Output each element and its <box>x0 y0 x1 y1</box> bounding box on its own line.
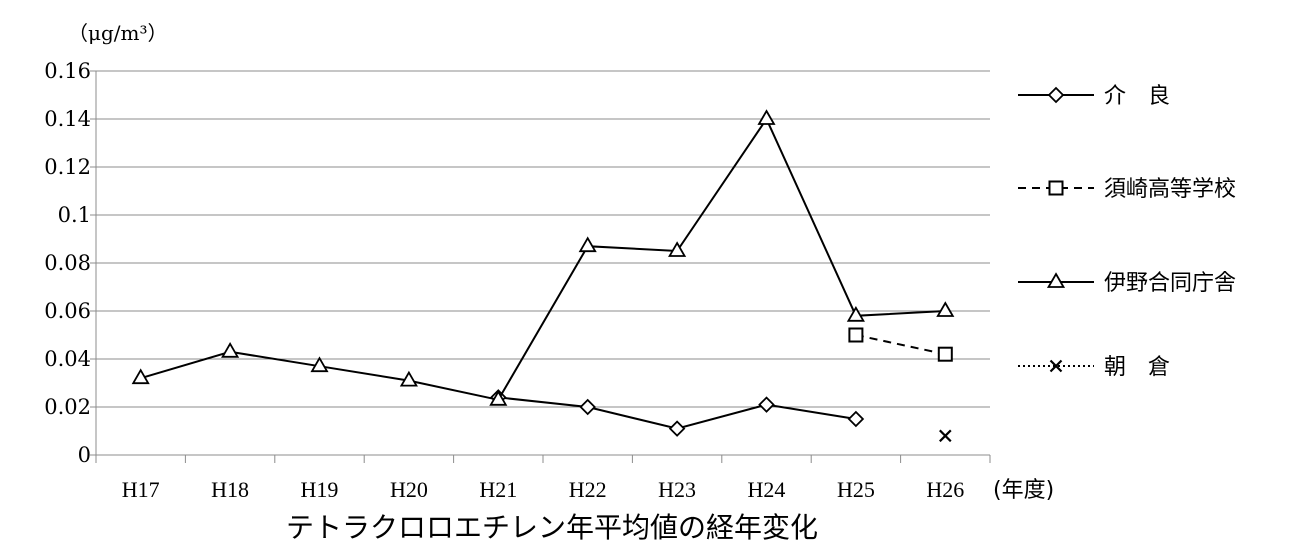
x-tick-label: H24 <box>748 477 786 502</box>
data-point <box>489 389 508 406</box>
x-tick-label: H23 <box>658 477 696 502</box>
gridlines <box>96 70 990 408</box>
x-tick-labels: H17 H18 H19 H20 H21 H22 H23 H24 H25 H26 <box>122 477 964 502</box>
series-1 <box>490 389 865 437</box>
legend-marker <box>1047 86 1065 104</box>
x-tick-label: H20 <box>390 477 428 502</box>
data-point <box>848 327 864 343</box>
y-tick-label: 0.14 <box>44 107 91 131</box>
y-tick-label: 0.06 <box>44 299 91 323</box>
x-tick-label: H19 <box>301 477 339 502</box>
cross-stroke <box>1049 359 1063 373</box>
legend-entry: 介 良 <box>1018 84 1170 109</box>
legend-marker <box>1048 180 1064 196</box>
data-point <box>578 236 597 253</box>
y-tick-label: 0.02 <box>44 395 91 419</box>
y-tick-labels: 0 0.02 0.04 0.06 0.08 0.1 0.12 0.14 0.16 <box>44 59 91 467</box>
data-point <box>668 241 687 257</box>
data-point <box>310 356 329 373</box>
x-tick-label: H26 <box>926 477 964 502</box>
data-point <box>399 370 418 387</box>
legend-label: 須崎高等学校 <box>1104 177 1236 202</box>
data-point <box>847 410 865 428</box>
data-point <box>939 429 952 443</box>
data-point <box>221 341 240 358</box>
legend-label: 介 良 <box>1104 84 1170 109</box>
y-axis-unit: （μg/m³） <box>68 21 168 45</box>
axes <box>90 70 991 463</box>
data-point <box>668 420 686 437</box>
data-point <box>758 396 775 413</box>
legend-marker <box>1046 272 1066 288</box>
chart-title: テトラクロロエチレン年平均値の経年変化 <box>286 511 818 544</box>
series-4 <box>939 429 952 443</box>
legend-entry: 伊野合同庁舎 <box>1018 271 1236 296</box>
y-tick-label: 0.16 <box>44 59 91 83</box>
series-line <box>140 116 946 401</box>
data-point <box>846 305 865 322</box>
legend-marker <box>1049 359 1063 373</box>
data-point <box>936 301 955 317</box>
x-axis-label: (年度) <box>993 478 1054 503</box>
x-tick-label: H18 <box>211 477 249 502</box>
series-line <box>855 334 946 356</box>
series-2 <box>848 327 953 362</box>
legend-entry: 須崎高等学校 <box>1018 177 1236 202</box>
x-tick-label: H22 <box>569 477 607 502</box>
data-point <box>579 398 596 416</box>
legend-entry: 朝 倉 <box>1018 355 1170 380</box>
y-tick-label: 0.04 <box>44 347 91 371</box>
y-tick-label: 0 <box>78 443 91 467</box>
series-3 <box>131 109 955 406</box>
data-point <box>937 346 953 362</box>
cross-stroke <box>939 429 952 443</box>
x-tick-label: H17 <box>122 477 160 502</box>
y-tick-label: 0.1 <box>58 203 91 227</box>
x-tick-label: H25 <box>837 477 875 502</box>
data-point <box>757 109 776 125</box>
x-tick-label: H21 <box>479 477 517 502</box>
series-group <box>131 109 955 443</box>
y-tick-label: 0.12 <box>44 155 91 179</box>
legend-label: 伊野合同庁舎 <box>1104 271 1236 296</box>
legend-label: 朝 倉 <box>1104 355 1170 380</box>
y-tick-label: 0.08 <box>44 251 91 275</box>
data-point <box>131 368 150 385</box>
